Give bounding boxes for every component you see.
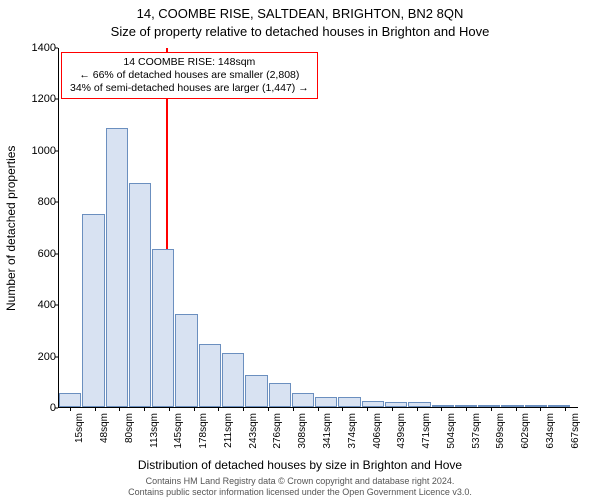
histogram-bar (478, 405, 500, 407)
x-tick-label: 471sqm (421, 413, 432, 463)
x-tick-label: 504sqm (446, 413, 457, 463)
y-tick-label: 1400 (18, 42, 56, 54)
histogram-bar (525, 405, 547, 407)
y-tick-mark (55, 150, 58, 151)
y-tick-label: 800 (18, 196, 56, 208)
x-tick-mark (491, 408, 492, 411)
x-tick-label: 276sqm (272, 413, 283, 463)
footer: Contains HM Land Registry data © Crown c… (0, 476, 600, 498)
x-tick-mark (392, 408, 393, 411)
histogram-bar (222, 353, 244, 407)
x-tick-label: 211sqm (223, 413, 234, 463)
x-tick-label: 243sqm (248, 413, 259, 463)
annotation-box: 14 COOMBE RISE: 148sqm ← 66% of detached… (61, 52, 318, 99)
x-tick-label: 113sqm (149, 413, 160, 463)
x-tick-label: 537sqm (471, 413, 482, 463)
x-tick-mark (516, 408, 517, 411)
y-tick-mark (55, 305, 58, 306)
x-tick-mark (169, 408, 170, 411)
y-tick-label: 0 (18, 402, 56, 414)
y-tick-mark (55, 408, 58, 409)
histogram-bar (82, 214, 104, 407)
y-tick-mark (55, 202, 58, 203)
x-tick-mark (70, 408, 71, 411)
x-tick-mark (466, 408, 467, 411)
x-tick-mark (268, 408, 269, 411)
histogram-bar (548, 405, 570, 407)
histogram-bar (362, 401, 384, 407)
x-tick-mark (441, 408, 442, 411)
histogram-bar (455, 405, 477, 407)
histogram-bar (269, 383, 291, 407)
x-tick-mark (565, 408, 566, 411)
x-tick-mark (95, 408, 96, 411)
y-tick-label: 1200 (18, 93, 56, 105)
annotation-line1: 14 COOMBE RISE: 148sqm (70, 56, 309, 69)
x-tick-label: 374sqm (347, 413, 358, 463)
y-tick-label: 400 (18, 299, 56, 311)
title-main: 14, COOMBE RISE, SALTDEAN, BRIGHTON, BN2… (0, 6, 600, 21)
y-tick-mark (55, 48, 58, 49)
x-tick-label: 667sqm (570, 413, 581, 463)
histogram-bar (129, 183, 151, 407)
x-tick-label: 439sqm (396, 413, 407, 463)
x-tick-label: 145sqm (173, 413, 184, 463)
x-tick-label: 308sqm (297, 413, 308, 463)
title-sub: Size of property relative to detached ho… (0, 24, 600, 39)
y-tick-mark (55, 356, 58, 357)
x-tick-mark (417, 408, 418, 411)
histogram-bar (175, 314, 197, 407)
y-tick-label: 600 (18, 248, 56, 260)
x-tick-label: 48sqm (99, 413, 110, 463)
histogram-bar (408, 402, 430, 407)
histogram-bar (59, 393, 81, 407)
x-tick-mark (144, 408, 145, 411)
y-tick-label: 200 (18, 351, 56, 363)
x-tick-label: 15sqm (74, 413, 85, 463)
x-tick-mark (367, 408, 368, 411)
histogram-bar (385, 402, 407, 407)
y-tick-mark (55, 99, 58, 100)
histogram-bar (152, 249, 174, 407)
x-tick-label: 569sqm (495, 413, 506, 463)
x-tick-mark (119, 408, 120, 411)
x-tick-label: 634sqm (545, 413, 556, 463)
y-tick-mark (55, 253, 58, 254)
x-tick-mark (293, 408, 294, 411)
annotation-line2: ← 66% of detached houses are smaller (2,… (70, 69, 309, 82)
histogram-bar (501, 405, 523, 407)
chart-container: 14, COOMBE RISE, SALTDEAN, BRIGHTON, BN2… (0, 0, 600, 500)
x-tick-label: 406sqm (372, 413, 383, 463)
histogram-bar (292, 393, 314, 407)
footer-line2: Contains public sector information licen… (0, 487, 600, 498)
x-tick-mark (342, 408, 343, 411)
x-tick-label: 341sqm (322, 413, 333, 463)
histogram-bar (432, 405, 454, 407)
histogram-bar (245, 375, 267, 407)
histogram-bar (199, 344, 221, 407)
footer-line1: Contains HM Land Registry data © Crown c… (0, 476, 600, 487)
x-tick-mark (318, 408, 319, 411)
histogram-bar (315, 397, 337, 407)
histogram-bar (106, 128, 128, 407)
x-tick-mark (218, 408, 219, 411)
x-tick-mark (194, 408, 195, 411)
y-axis-label: Number of detached properties (4, 48, 18, 408)
annotation-line3: 34% of semi-detached houses are larger (… (70, 82, 309, 95)
histogram-bar (338, 397, 360, 407)
y-tick-label: 1000 (18, 145, 56, 157)
plot-area: 14 COOMBE RISE: 148sqm ← 66% of detached… (58, 48, 578, 408)
x-tick-label: 602sqm (520, 413, 531, 463)
x-tick-label: 178sqm (198, 413, 209, 463)
x-tick-label: 80sqm (124, 413, 135, 463)
x-tick-mark (540, 408, 541, 411)
x-tick-mark (243, 408, 244, 411)
